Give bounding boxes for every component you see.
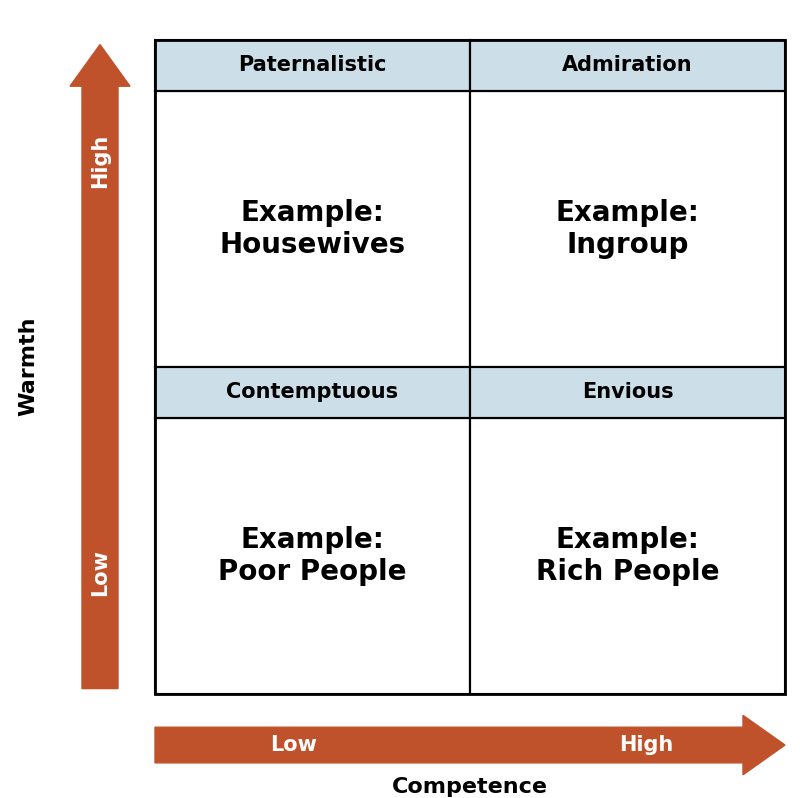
Text: Competence: Competence: [392, 776, 548, 796]
Text: Example:
Housewives: Example: Housewives: [219, 199, 406, 259]
Text: Envious: Envious: [582, 382, 674, 402]
FancyBboxPatch shape: [470, 91, 785, 366]
Text: Example:
Rich People: Example: Rich People: [536, 526, 719, 586]
FancyBboxPatch shape: [470, 366, 785, 418]
Text: Example:
Poor People: Example: Poor People: [218, 526, 406, 586]
FancyBboxPatch shape: [155, 91, 470, 366]
Text: High: High: [90, 133, 110, 188]
Text: Warmth: Warmth: [18, 317, 38, 417]
Text: Contemptuous: Contemptuous: [226, 382, 398, 402]
FancyBboxPatch shape: [155, 40, 470, 91]
Text: Example:
Ingroup: Example: Ingroup: [555, 199, 699, 259]
FancyBboxPatch shape: [470, 40, 785, 91]
Text: Low: Low: [270, 735, 317, 755]
FancyBboxPatch shape: [155, 366, 470, 418]
Text: Admiration: Admiration: [562, 55, 693, 75]
Text: Low: Low: [90, 549, 110, 596]
Text: High: High: [619, 735, 674, 755]
Text: Paternalistic: Paternalistic: [238, 55, 386, 75]
FancyArrow shape: [155, 715, 785, 775]
FancyBboxPatch shape: [155, 418, 470, 693]
FancyBboxPatch shape: [470, 418, 785, 693]
FancyArrow shape: [70, 45, 130, 689]
